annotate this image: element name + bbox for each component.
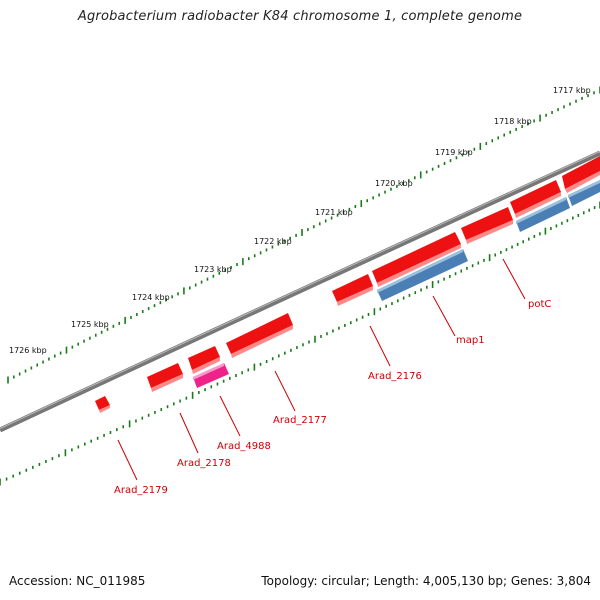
scale-label: 1721 kbp: [315, 208, 353, 217]
genome-backbone: [0, 150, 600, 433]
map-title: Agrobacterium radiobacter K84 chromosome…: [77, 9, 523, 24]
gene-arad-2176-block[interactable]: [372, 232, 461, 287]
scale-label: 1726 kbp: [9, 346, 47, 355]
gene-label-arad-2178[interactable]: Arad_2178: [177, 458, 231, 469]
genome-backbone-highlight: [0, 151, 600, 429]
gene-potC-block[interactable]: [562, 156, 600, 193]
accession-text: Accession: NC_011985: [9, 574, 146, 588]
scale-label: 1723 kbp: [194, 265, 232, 274]
scale-label: 1719 kbp: [435, 148, 473, 157]
gene-label-arad-2176[interactable]: Arad_2176: [368, 371, 422, 382]
gene-arad-2179-block[interactable]: [95, 396, 110, 413]
scale-labels: 1717 kbp 1718 kbp 1719 kbp 1720 kbp 1721…: [9, 86, 591, 355]
gene-reverse-block[interactable]: [516, 197, 570, 232]
scale-label: 1720 kbp: [375, 179, 413, 188]
gene-arad-2178-block[interactable]: [188, 346, 220, 374]
gene-forward-block[interactable]: [332, 274, 373, 306]
forward-genes: [95, 156, 600, 413]
gene-label-arad-2179[interactable]: Arad_2179: [114, 485, 168, 496]
scale-label: 1718 kbp: [494, 117, 532, 126]
outer-scale-ticks: [7, 86, 600, 384]
gene-label-arad-2177[interactable]: Arad_2177: [273, 415, 327, 426]
inner-scale-ticks: [0, 201, 600, 486]
gene-forward-block[interactable]: [510, 180, 561, 218]
scale-label: 1725 kbp: [71, 320, 109, 329]
gene-reverse-block[interactable]: [568, 180, 600, 206]
reverse-genes: [193, 180, 600, 388]
gene-forward-block[interactable]: [461, 207, 513, 244]
gene-forward-block[interactable]: [147, 363, 183, 392]
gene-arad-2177-block[interactable]: [226, 313, 293, 358]
gene-label-arad-4988[interactable]: Arad_4988: [217, 441, 271, 452]
gene-arad-4988-block[interactable]: [193, 363, 229, 388]
scale-label: 1717 kbp: [553, 86, 591, 95]
gene-label-map1[interactable]: map1: [456, 335, 485, 346]
gene-labels: potC map1 Arad_2176 Arad_2177 Arad_4988 …: [114, 299, 551, 496]
gene-label-potc[interactable]: potC: [528, 299, 551, 310]
topology-text: Topology: circular; Length: 4,005,130 bp…: [261, 574, 591, 588]
gene-map1-block[interactable]: [377, 249, 468, 301]
scale-label: 1724 kbp: [132, 293, 170, 302]
label-leaders: [117, 258, 526, 481]
scale-label: 1722 kbp: [254, 237, 292, 246]
